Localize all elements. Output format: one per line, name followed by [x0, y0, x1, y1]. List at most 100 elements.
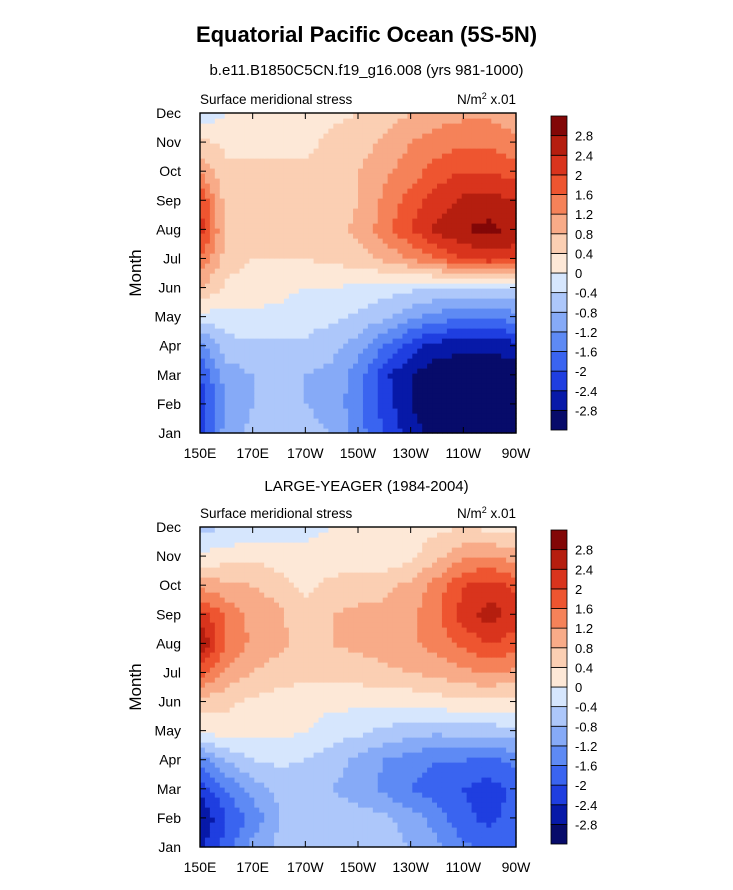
contour-cell	[451, 258, 458, 264]
contour-cell	[348, 418, 354, 424]
contour-cell	[259, 832, 265, 838]
contour-cell	[358, 168, 364, 174]
contour-cell	[204, 153, 211, 159]
contour-cell	[412, 113, 418, 119]
contour-cell	[244, 343, 250, 349]
contour-cell	[234, 248, 241, 254]
contour-cell	[427, 423, 433, 429]
contour-cell	[397, 228, 404, 234]
panel-1-title: b.e11.B1850C5CN.f19_g16.008 (yrs 981-100…	[209, 62, 524, 79]
contour-cell	[397, 313, 404, 319]
contour-cell	[224, 143, 231, 149]
contour-cell	[204, 288, 211, 294]
contour-cell	[333, 408, 339, 414]
contour-cell	[323, 802, 329, 808]
colorbar-label: -0.8	[575, 305, 597, 320]
contour-cell	[313, 143, 320, 149]
contour-cell	[343, 143, 349, 149]
contour-cell	[437, 318, 443, 324]
contour-cell	[412, 398, 418, 404]
contour-cell	[476, 428, 483, 434]
contour-cell	[392, 303, 399, 309]
contour-cell	[402, 153, 408, 159]
contour-cell	[466, 223, 473, 229]
contour-cell	[204, 218, 211, 224]
contour-cell	[501, 113, 507, 119]
contour-cell	[372, 827, 379, 833]
contour-cell	[441, 343, 448, 349]
contour-cell	[234, 378, 241, 384]
contour-cell	[313, 278, 320, 284]
contour-cell	[441, 263, 448, 269]
contour-cell	[303, 203, 310, 209]
contour-cell	[348, 248, 354, 254]
contour-cell	[407, 168, 413, 174]
contour-cell	[407, 138, 413, 144]
contour-cell	[466, 827, 473, 833]
contour-cell	[323, 378, 329, 384]
contour-cell	[367, 782, 374, 788]
contour-cell	[283, 393, 290, 399]
contour-cell	[239, 817, 246, 823]
contour-cell	[283, 198, 290, 204]
contour-cell	[392, 807, 399, 813]
contour-cell	[264, 248, 270, 254]
contour-cell	[417, 118, 423, 124]
contour-cell	[491, 388, 497, 394]
contour-cell	[402, 298, 408, 304]
contour-cell	[402, 293, 408, 299]
contour-cell	[239, 782, 246, 788]
contour-cell	[461, 228, 468, 234]
contour-cell	[481, 418, 487, 424]
contour-cell	[372, 293, 379, 299]
y-tick-label: Apr	[159, 338, 181, 354]
contour-cell	[412, 223, 418, 229]
contour-cell	[451, 113, 458, 119]
contour-cell	[372, 363, 379, 369]
contour-cell	[269, 413, 275, 419]
contour-cell	[481, 378, 487, 384]
contour-cell	[392, 283, 399, 289]
contour-cell	[224, 163, 231, 169]
contour-cell	[209, 807, 216, 813]
contour-cell	[456, 428, 463, 434]
contour-cell	[338, 273, 344, 279]
contour-cell	[387, 268, 394, 274]
contour-cell	[239, 323, 246, 329]
contour-cell	[259, 168, 265, 174]
contour-cell	[496, 398, 502, 404]
contour-cell	[293, 273, 300, 279]
contour-cell	[422, 193, 428, 199]
contour-cell	[274, 288, 280, 294]
contour-cell	[466, 368, 473, 374]
contour-cell	[249, 123, 255, 129]
contour-cell	[269, 123, 275, 129]
contour-cell	[219, 258, 226, 264]
contour-cell	[377, 822, 384, 828]
contour-cell	[382, 792, 389, 798]
contour-cell	[259, 158, 265, 164]
contour-cell	[372, 408, 379, 414]
contour-cell	[204, 423, 211, 429]
contour-cell	[254, 293, 260, 299]
contour-cell	[323, 158, 329, 164]
contour-cell	[446, 153, 453, 159]
contour-cell	[234, 153, 241, 159]
contour-cell	[422, 358, 428, 364]
contour-cell	[382, 807, 389, 813]
contour-cell	[239, 183, 246, 189]
contour-cell	[348, 298, 354, 304]
contour-cell	[323, 118, 329, 124]
contour-cell	[333, 228, 339, 234]
contour-cell	[298, 163, 305, 169]
contour-cell	[471, 358, 478, 364]
contour-cell	[427, 203, 433, 209]
contour-cell	[417, 413, 423, 419]
contour-cell	[333, 123, 339, 129]
contour-cell	[259, 358, 265, 364]
contour-cell	[209, 203, 216, 209]
contour-cell	[298, 842, 305, 848]
contour-cell	[387, 148, 394, 154]
contour-cell	[372, 353, 379, 359]
contour-cell	[387, 128, 394, 134]
